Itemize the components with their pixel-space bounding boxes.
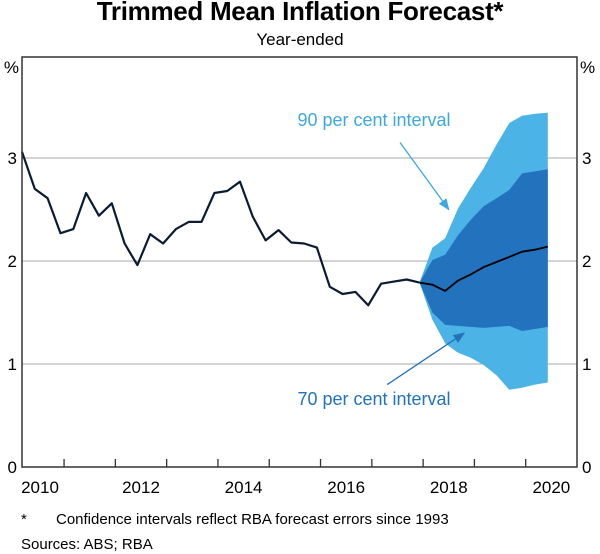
y-tick-label-left-2: 2 (8, 252, 17, 271)
ci70-band (419, 169, 548, 331)
forecast-central-line (419, 245, 549, 292)
confidence-intervals (419, 112, 548, 390)
sources-text: Sources: ABS; RBA (21, 536, 153, 553)
y-unit-right: % (580, 58, 595, 77)
y-tick-label-left-0: 0 (8, 458, 17, 477)
actual-line (20, 151, 420, 307)
x-tick-label-2012: 2012 (122, 478, 160, 497)
y-tick-label-right-0: 0 (582, 458, 591, 477)
annotation-arrow-ci90 (399, 142, 450, 211)
x-tick-label-2010: 2010 (21, 478, 59, 497)
y-tick-label-right-3: 3 (582, 149, 591, 168)
axis-ticks (63, 459, 527, 467)
annotation-arrow-ci70 (386, 332, 466, 386)
series-lines (20, 151, 549, 307)
plot-frame (21, 56, 578, 468)
x-tick-label-2016: 2016 (327, 478, 365, 497)
chart-title: Trimmed Mean Inflation Forecast* (96, 0, 504, 26)
y-unit-left: % (4, 58, 19, 77)
footnote-asterisk: * (21, 511, 27, 528)
x-tick-label-2018: 2018 (430, 478, 468, 497)
annotation-label-ci90: 90 per cent interval (297, 110, 450, 130)
footnote-text: Confidence intervals reflect RBA forecas… (56, 511, 449, 528)
y-tick-label-right-2: 2 (582, 252, 591, 271)
y-tick-label-right-1: 1 (582, 355, 591, 374)
y-tick-label-left-1: 1 (8, 355, 17, 374)
annotations: 90 per cent interval 70 per cent interval (297, 110, 466, 409)
y-tick-label-left-3: 3 (8, 149, 17, 168)
chart-subtitle: Year-ended (256, 30, 344, 49)
plot-border (21, 56, 578, 468)
axis-labels: 2010 2012 2014 2016 2018 2020 0 0 1 1 2 2 3 3%% (4, 58, 595, 497)
annotation-label-ci70: 70 per cent interval (297, 389, 450, 409)
x-tick-label-2020: 2020 (532, 478, 570, 497)
x-tick-label-2014: 2014 (225, 478, 263, 497)
